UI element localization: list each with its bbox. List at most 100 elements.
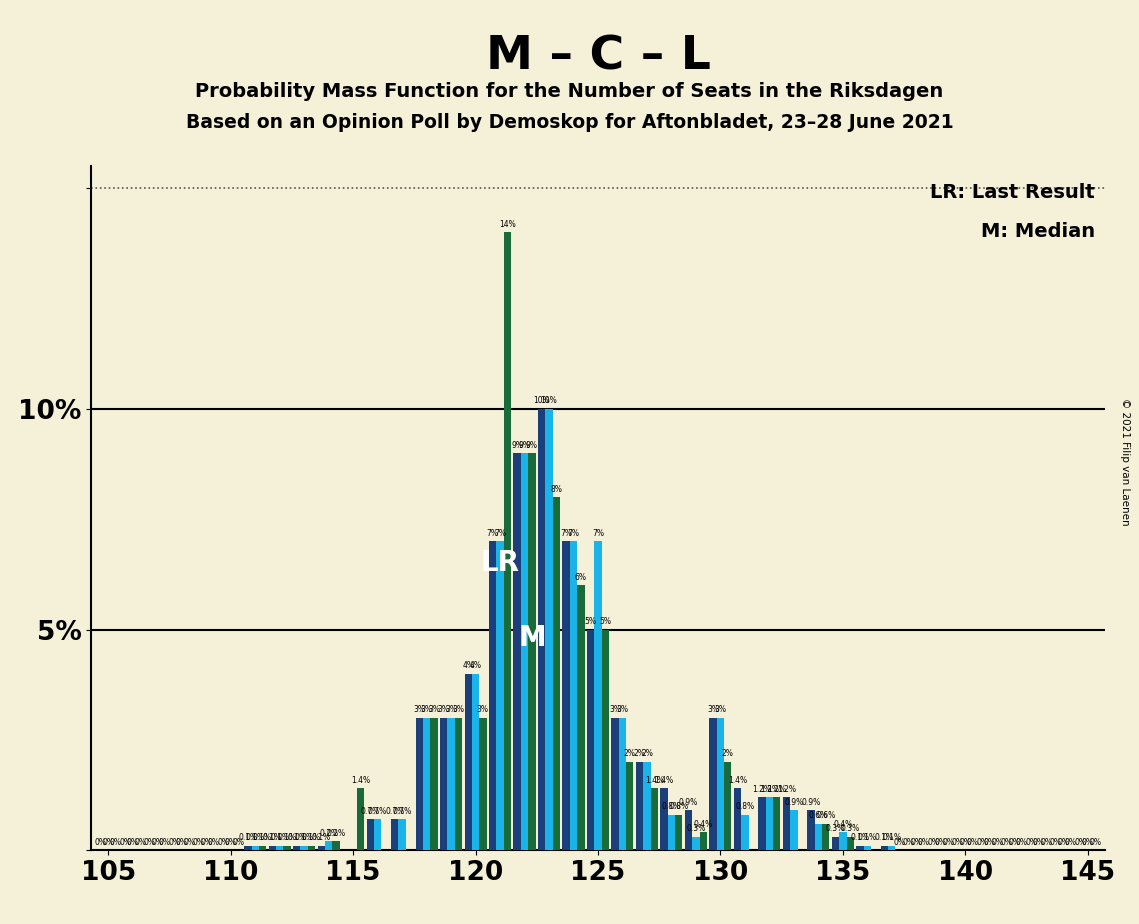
Text: 0.1%: 0.1% [302, 833, 321, 842]
Bar [716, 718, 724, 850]
Bar [448, 718, 454, 850]
Text: 0%: 0% [1082, 837, 1093, 846]
Bar [514, 453, 521, 850]
Text: M: M [518, 625, 546, 652]
Text: 0%: 0% [192, 837, 205, 846]
Text: 0.8%: 0.8% [736, 802, 754, 811]
Bar [269, 845, 276, 850]
Bar [431, 718, 437, 850]
Bar [440, 718, 448, 850]
Text: 0%: 0% [95, 837, 107, 846]
Text: 3%: 3% [428, 705, 440, 714]
Bar [808, 810, 814, 850]
Text: 0%: 0% [224, 837, 237, 846]
Bar [587, 629, 595, 850]
Text: 0.1%: 0.1% [858, 833, 877, 842]
Text: 0.7%: 0.7% [368, 807, 387, 816]
Text: 0%: 0% [1008, 837, 1021, 846]
Text: 0.1%: 0.1% [263, 833, 281, 842]
Bar [308, 845, 316, 850]
Text: 7%: 7% [494, 529, 506, 538]
Bar [685, 810, 693, 850]
Bar [831, 837, 839, 850]
Text: 0%: 0% [976, 837, 989, 846]
Text: 1.4%: 1.4% [351, 776, 370, 784]
Text: 2%: 2% [624, 749, 636, 759]
Text: 0%: 0% [1016, 837, 1027, 846]
Text: 0%: 0% [169, 837, 180, 846]
Bar [612, 718, 618, 850]
Text: 0.4%: 0.4% [694, 820, 713, 829]
Text: 14%: 14% [499, 220, 516, 229]
Bar [472, 674, 480, 850]
Bar [521, 453, 528, 850]
Text: 2%: 2% [633, 749, 646, 759]
Text: 0.3%: 0.3% [826, 824, 845, 833]
Text: 0%: 0% [893, 837, 906, 846]
Bar [765, 797, 773, 850]
Text: 10%: 10% [533, 396, 550, 406]
Bar [846, 837, 854, 850]
Text: 9%: 9% [511, 441, 523, 450]
Text: 0%: 0% [927, 837, 940, 846]
Bar [259, 845, 267, 850]
Bar [759, 797, 765, 850]
Text: 7%: 7% [592, 529, 604, 538]
Title: M – C – L: M – C – L [485, 34, 711, 79]
Text: 0.4%: 0.4% [834, 820, 852, 829]
Text: 0%: 0% [935, 837, 947, 846]
Text: 0.1%: 0.1% [253, 833, 272, 842]
Bar [661, 788, 667, 850]
Text: 0.1%: 0.1% [851, 833, 869, 842]
Bar [693, 837, 699, 850]
Text: 0%: 0% [126, 837, 139, 846]
Text: 0%: 0% [1025, 837, 1038, 846]
Text: 3%: 3% [477, 705, 489, 714]
Text: 3%: 3% [616, 705, 629, 714]
Text: 0.7%: 0.7% [393, 807, 411, 816]
Text: 0%: 0% [959, 837, 972, 846]
Bar [595, 541, 601, 850]
Text: 0.8%: 0.8% [670, 802, 688, 811]
Text: 7%: 7% [567, 529, 580, 538]
Bar [465, 674, 472, 850]
Text: Probability Mass Function for the Number of Seats in the Riksdagen: Probability Mass Function for the Number… [196, 82, 943, 101]
Text: 0%: 0% [218, 837, 229, 846]
Text: 0.9%: 0.9% [785, 797, 803, 807]
Bar [552, 497, 560, 850]
Text: 0%: 0% [967, 837, 978, 846]
Bar [773, 797, 780, 850]
Text: 3%: 3% [445, 705, 457, 714]
Text: 5%: 5% [599, 617, 612, 626]
Text: 0%: 0% [200, 837, 212, 846]
Bar [570, 541, 577, 850]
Text: 8%: 8% [550, 485, 563, 493]
Text: 0.8%: 0.8% [662, 802, 681, 811]
Bar [480, 718, 486, 850]
Text: 0%: 0% [991, 837, 1003, 846]
Text: 9%: 9% [518, 441, 531, 450]
Text: 1.4%: 1.4% [728, 776, 747, 784]
Text: 1.2%: 1.2% [768, 784, 786, 794]
Bar [839, 833, 846, 850]
Text: 0.1%: 0.1% [246, 833, 264, 842]
Text: 0%: 0% [207, 837, 220, 846]
Text: 0.3%: 0.3% [687, 824, 705, 833]
Text: 0.1%: 0.1% [278, 833, 296, 842]
Bar [675, 815, 682, 850]
Bar [650, 788, 658, 850]
Text: 1.4%: 1.4% [655, 776, 673, 784]
Bar [367, 820, 374, 850]
Bar [454, 718, 462, 850]
Text: 0.2%: 0.2% [327, 829, 345, 838]
Text: 0%: 0% [1033, 837, 1044, 846]
Bar [710, 718, 716, 850]
Text: 6%: 6% [575, 573, 587, 582]
Text: 1.2%: 1.2% [753, 784, 771, 794]
Bar [423, 718, 431, 850]
Text: 5%: 5% [584, 617, 597, 626]
Text: 3%: 3% [420, 705, 433, 714]
Text: 0%: 0% [151, 837, 163, 846]
Bar [325, 841, 333, 850]
Bar [822, 823, 829, 850]
